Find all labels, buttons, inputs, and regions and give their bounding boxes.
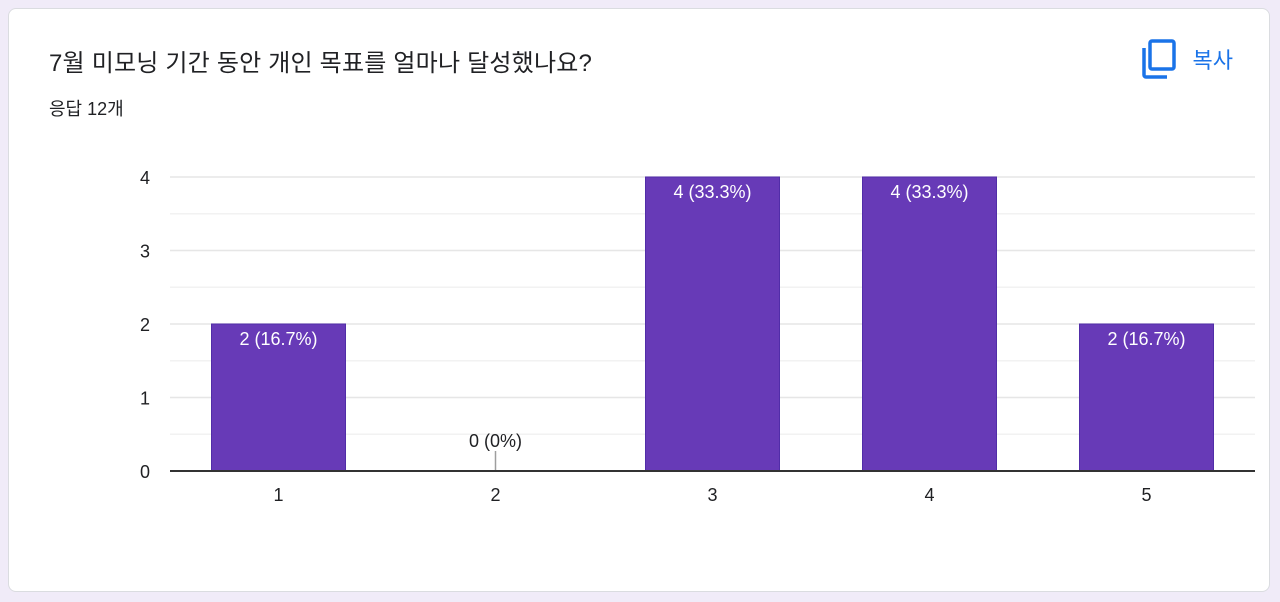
x-tick-label: 3 bbox=[707, 485, 717, 505]
x-tick-label: 5 bbox=[1141, 485, 1151, 505]
y-tick-label: 0 bbox=[140, 462, 150, 482]
copy-button-label: 복사 bbox=[1192, 48, 1233, 73]
y-tick-label: 4 bbox=[140, 168, 150, 188]
response-count: 응답 12개 bbox=[49, 99, 124, 119]
y-tick-label: 3 bbox=[140, 242, 150, 262]
data-label: 0 (0%) bbox=[469, 431, 522, 451]
data-label: 4 (33.3%) bbox=[890, 182, 968, 202]
question-card: 7월 미모닝 기간 동안 개인 목표를 얼마나 달성했나요? 응답 12개 복사 bbox=[8, 8, 1270, 592]
bar bbox=[211, 323, 346, 472]
y-tick-label: 1 bbox=[140, 389, 150, 409]
y-tick-label: 2 bbox=[140, 315, 150, 335]
bar bbox=[862, 176, 997, 472]
bar bbox=[1079, 323, 1214, 472]
data-label: 4 (33.3%) bbox=[673, 182, 751, 202]
data-label: 2 (16.7%) bbox=[239, 329, 317, 349]
copy-button[interactable]: 복사 bbox=[1141, 35, 1233, 83]
bar bbox=[645, 176, 780, 472]
copy-icon bbox=[1141, 39, 1176, 79]
question-title: 7월 미모닝 기간 동안 개인 목표를 얼마나 달성했나요? bbox=[49, 50, 593, 77]
x-tick-label: 4 bbox=[924, 485, 934, 505]
x-tick-label: 2 bbox=[490, 485, 500, 505]
x-tick-label: 1 bbox=[273, 485, 283, 505]
data-label: 2 (16.7%) bbox=[1107, 329, 1185, 349]
